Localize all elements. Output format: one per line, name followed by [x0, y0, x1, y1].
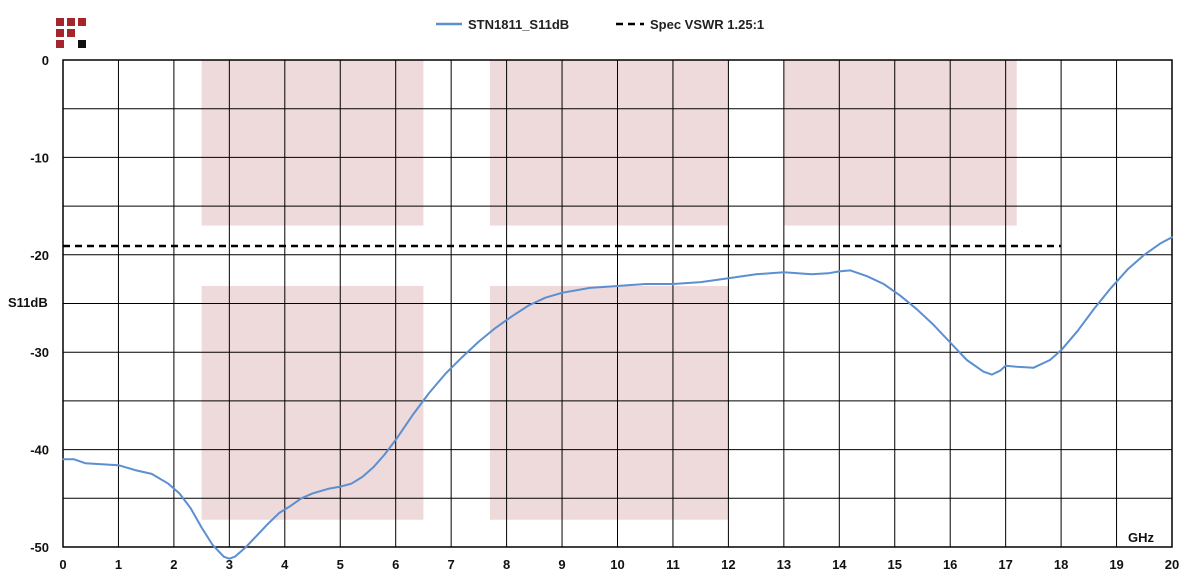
logo-square	[67, 29, 75, 37]
x-tick-label: 5	[337, 557, 344, 572]
shaded-region-3	[201, 285, 424, 520]
x-tick-label: 18	[1054, 557, 1068, 572]
company-logo	[56, 18, 86, 48]
y-tick-label: -40	[30, 443, 49, 458]
series-line-stn1811-s11db	[62, 236, 1173, 560]
legend-label-spec: Spec VSWR 1.25:1	[650, 17, 764, 32]
x-tick-label: 20	[1165, 557, 1179, 572]
logo-square	[56, 18, 64, 26]
shaded-region-1	[489, 60, 729, 226]
x-axis-label: GHz	[1128, 530, 1155, 545]
y-tick-label: -50	[30, 540, 49, 555]
x-tick-label: 2	[170, 557, 177, 572]
x-tick-label: 7	[448, 557, 455, 572]
x-tick-label: 6	[392, 557, 399, 572]
shaded-region-4	[489, 285, 729, 520]
logo-square	[78, 40, 86, 48]
y-tick-label: 0	[42, 53, 49, 68]
legend-label-stn1811: STN1811_S11dB	[468, 17, 569, 32]
shaded-region-0	[201, 60, 424, 226]
shaded-region-2	[783, 60, 1017, 226]
legend: STN1811_S11dB Spec VSWR 1.25:1	[436, 17, 764, 32]
x-tick-label: 14	[832, 557, 847, 572]
x-tick-label: 8	[503, 557, 510, 572]
x-tick-label: 12	[721, 557, 735, 572]
logo-square	[56, 29, 64, 37]
y-tick-label: -10	[30, 150, 49, 165]
x-tick-label: 16	[943, 557, 957, 572]
logo-square	[78, 18, 86, 26]
x-tick-label: 4	[281, 557, 289, 572]
x-tick-label: 9	[558, 557, 565, 572]
shaded-regions	[201, 60, 1017, 520]
y-tick-label: -20	[30, 248, 49, 263]
x-tick-label: 3	[226, 557, 233, 572]
x-tick-label: 17	[998, 557, 1012, 572]
tick-labels: 0 1 2 3 4 5 6 7 8 9 10 11 12 13 14 15 16 17 18 19 200-10-20-…	[30, 53, 1179, 572]
x-tick-label: 15	[888, 557, 902, 572]
x-tick-label: 13	[777, 557, 791, 572]
y-axis-label: S11dB	[8, 295, 48, 310]
logo-square	[56, 40, 64, 48]
logo-square	[67, 18, 75, 26]
grid	[62, 59, 1173, 548]
x-tick-label: 0	[59, 557, 66, 572]
x-tick-label: 1	[115, 557, 122, 572]
x-tick-label: 11	[666, 557, 680, 572]
series-layer	[62, 236, 1173, 560]
y-tick-label: -30	[30, 345, 49, 360]
x-tick-label: 19	[1109, 557, 1123, 572]
x-tick-label: 10	[610, 557, 624, 572]
plot-frame	[62, 59, 1173, 548]
